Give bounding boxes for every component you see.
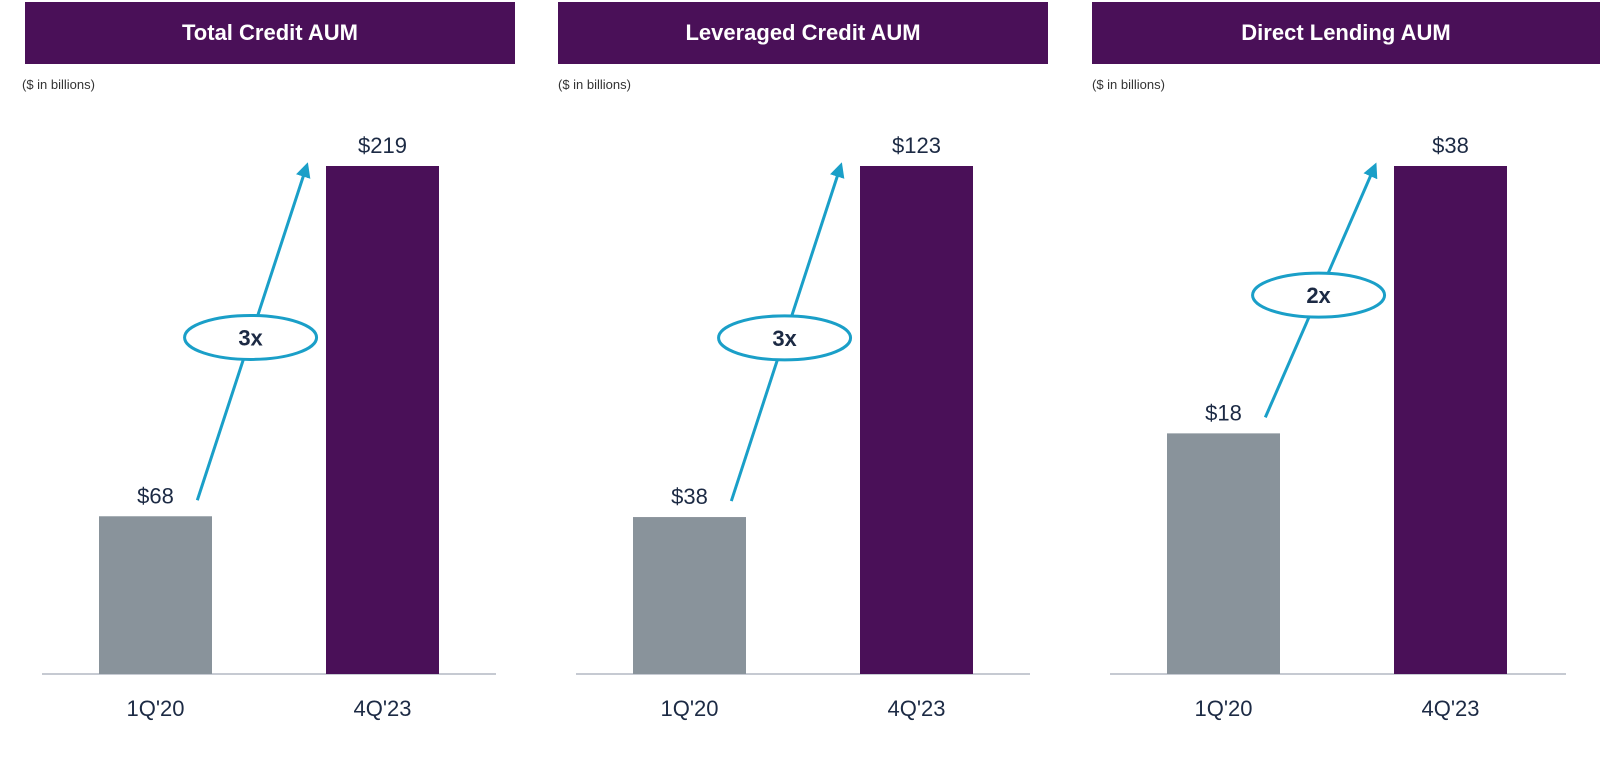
growth-label: 3x xyxy=(772,326,797,351)
value-label: $18 xyxy=(1205,400,1242,425)
unit-note: ($ in billions) xyxy=(558,77,631,92)
value-label: $68 xyxy=(137,483,174,508)
category-label: 4Q'23 xyxy=(1421,696,1479,721)
unit-note: ($ in billions) xyxy=(1092,77,1165,92)
chart-panel-direct-lending: Direct Lending AUM ($ in billions) xyxy=(1068,0,1600,760)
bar-1q20 xyxy=(633,517,746,674)
category-label: 1Q'20 xyxy=(1194,696,1252,721)
growth-label: 3x xyxy=(238,325,263,350)
chart-panel-total-credit: Total Credit AUM ($ in billions) xyxy=(0,0,536,760)
bar-4q23 xyxy=(1394,166,1507,674)
growth-badge xyxy=(183,313,319,361)
chart-panel-leveraged-credit: Leveraged Credit AUM ($ in billions) xyxy=(534,0,1070,760)
value-label: $219 xyxy=(358,133,407,158)
value-label: $123 xyxy=(892,133,941,158)
growth-label: 2x xyxy=(1306,283,1331,308)
bar-4q23 xyxy=(860,166,973,674)
unit-note: ($ in billions) xyxy=(22,77,95,92)
category-label: 4Q'23 xyxy=(887,696,945,721)
category-label: 4Q'23 xyxy=(353,696,411,721)
bar-1q20 xyxy=(1167,433,1280,674)
panel-title: Leveraged Credit AUM xyxy=(558,2,1048,64)
panel-title: Total Credit AUM xyxy=(25,2,515,64)
category-label: 1Q'20 xyxy=(660,696,718,721)
panel-title: Direct Lending AUM xyxy=(1092,2,1600,64)
category-label: 1Q'20 xyxy=(126,696,184,721)
value-label: $38 xyxy=(671,484,708,509)
value-label: $38 xyxy=(1432,133,1469,158)
growth-badge xyxy=(1251,271,1387,319)
growth-badge xyxy=(717,314,853,362)
bar-1q20 xyxy=(99,516,212,674)
bar-4q23 xyxy=(326,166,439,674)
